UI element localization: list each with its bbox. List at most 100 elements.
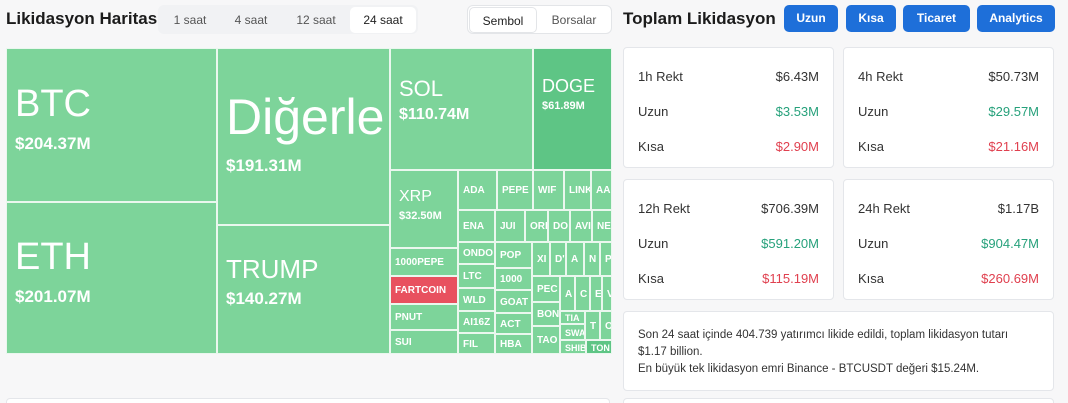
tile-label: PEPE <box>502 185 529 196</box>
tile-label: ADA <box>463 185 485 196</box>
tile-label: FIL <box>463 338 478 350</box>
row-label: 1h Rekt <box>638 69 683 84</box>
treemap-tile[interactable]: E <box>590 276 602 311</box>
treemap-tile[interactable]: WIF <box>533 170 564 210</box>
treemap-tile[interactable]: PEC <box>532 276 560 302</box>
row-value: $29.57M <box>988 104 1039 119</box>
treemap-tile[interactable]: TAO <box>532 326 560 354</box>
treemap-tile[interactable]: BTC $204.37M <box>6 48 217 202</box>
tile-label: A <box>565 288 573 300</box>
card-row: 4h Rekt $50.73M <box>858 69 1039 85</box>
treemap-tile[interactable]: DOGE $61.89M <box>533 48 612 170</box>
treemap-tile[interactable]: A <box>560 276 575 311</box>
tile-label: 1000 <box>500 274 523 285</box>
treemap-tile[interactable]: AA <box>591 170 612 210</box>
treemap-tile[interactable]: DO <box>548 210 570 242</box>
treemap-tile[interactable]: TON <box>586 340 612 354</box>
action-button[interactable]: Kısa <box>846 5 896 32</box>
tile-label: Diğerle <box>226 89 385 145</box>
treemap-tile[interactable]: SUI <box>390 330 458 354</box>
view-tab[interactable]: Borsalar <box>551 13 597 27</box>
tile-label: AVI <box>575 221 591 232</box>
row-value: $115.19M <box>762 271 819 286</box>
treemap-tile[interactable]: AVI <box>570 210 592 242</box>
treemap-tile[interactable]: POP <box>495 242 532 268</box>
treemap-tile[interactable]: ACT <box>495 313 532 334</box>
tile-label: T <box>590 320 597 332</box>
treemap-tile[interactable]: FIL <box>458 333 495 354</box>
treemap-tile[interactable]: FARTCOIN <box>390 276 458 304</box>
tile-value: $32.50M <box>399 209 442 222</box>
treemap-tile[interactable]: V <box>602 276 612 311</box>
treemap-tile[interactable]: SHIB <box>560 340 586 354</box>
treemap-tile[interactable]: N <box>584 242 600 276</box>
treemap-tile[interactable]: AI16Z <box>458 311 495 333</box>
treemap-tile[interactable]: XI <box>532 242 550 276</box>
row-value: $6.43M <box>775 69 819 84</box>
treemap-tile[interactable]: BON <box>532 302 560 326</box>
treemap-tile[interactable]: SWA <box>560 324 585 340</box>
treemap-tile[interactable]: Diğerle $191.31M <box>217 48 390 225</box>
treemap-tile[interactable]: D' <box>550 242 566 276</box>
card-row: Kısa $115.19M <box>638 271 819 287</box>
summary-line: En büyük tek likidasyon emri Binance - B… <box>638 363 980 375</box>
tile-label: SOL <box>399 76 444 101</box>
tile-label: XI <box>537 254 547 265</box>
treemap-tile[interactable]: GOAT <box>495 290 532 313</box>
tile-label: BTC <box>15 83 91 125</box>
treemap-tile[interactable]: LTC <box>458 264 495 288</box>
tile-label: GOAT <box>500 296 529 308</box>
treemap-tile[interactable]: ORI <box>525 210 548 242</box>
treemap-tile[interactable]: ADA <box>458 170 497 210</box>
tile-label: BON <box>537 309 560 320</box>
treemap-tile[interactable]: ETH $201.07M <box>6 202 217 354</box>
row-label: Kısa <box>858 139 885 154</box>
row-value: $904.47M <box>981 236 1039 251</box>
treemap-tile[interactable]: TIA <box>560 311 585 324</box>
tile-value: $191.31M <box>226 155 302 175</box>
tile-label: SWA <box>565 327 585 338</box>
treemap-tile[interactable]: ENA <box>458 210 495 242</box>
time-tab[interactable]: 4 saat <box>234 13 268 27</box>
tile-label: P <box>605 254 612 265</box>
time-tab[interactable]: 12 saat <box>296 13 336 27</box>
tile-value: $201.07M <box>15 287 91 307</box>
treemap-tile[interactable]: TRUMP $140.27M <box>217 225 390 354</box>
treemap-tile[interactable]: PNUT <box>390 304 458 330</box>
treemap-tile[interactable]: LINK <box>564 170 591 210</box>
treemap-tile[interactable]: 1000 <box>495 268 532 290</box>
action-button[interactable]: Uzun <box>784 5 838 32</box>
tile-label: POP <box>500 250 522 261</box>
row-label: Uzun <box>638 104 669 119</box>
treemap-tile[interactable]: XRP $32.50M <box>390 170 458 248</box>
row-label: 4h Rekt <box>858 69 903 84</box>
treemap-tile[interactable]: P <box>600 242 612 276</box>
treemap-tile[interactable]: A <box>566 242 584 276</box>
treemap-tile[interactable]: JUI <box>495 210 525 242</box>
rekt-card: 24h Rekt $1.17B Uzun $904.47M Kısa $260.69M <box>843 179 1054 300</box>
action-button[interactable]: Analytics <box>977 5 1055 32</box>
treemap-tile[interactable]: WLD <box>458 288 495 311</box>
treemap-tile[interactable]: C <box>575 276 590 311</box>
treemap-tile[interactable]: SOL $110.74M <box>390 48 533 170</box>
row-label: Uzun <box>858 104 889 119</box>
treemap-tile[interactable]: O <box>600 311 612 340</box>
tile-label: WLD <box>463 294 486 306</box>
tile-label: C <box>580 288 588 300</box>
view-tab[interactable]: Sembol <box>469 7 537 33</box>
treemap-tile[interactable]: ONDO <box>458 242 495 264</box>
treemap-tile[interactable]: T <box>585 311 600 340</box>
action-button[interactable]: Ticaret <box>903 5 970 32</box>
rekt-card: 12h Rekt $706.39M Uzun $591.20M Kısa $115.19M <box>623 179 834 300</box>
treemap-tile[interactable]: PEPE <box>497 170 533 210</box>
time-tab[interactable]: 1 saat <box>173 13 207 27</box>
summary-line: Son 24 saat içinde 404.739 yatırımcı lik… <box>638 329 1009 358</box>
treemap-tile[interactable]: NE <box>592 210 612 242</box>
bottom-panel <box>6 398 610 403</box>
tile-value: $140.27M <box>226 289 302 309</box>
card-row: 1h Rekt $6.43M <box>638 69 819 85</box>
treemap-tile[interactable]: HBA <box>495 334 532 354</box>
treemap-tile[interactable]: 1000PEPE <box>390 248 458 276</box>
time-tab[interactable]: 24 saat <box>350 7 416 33</box>
